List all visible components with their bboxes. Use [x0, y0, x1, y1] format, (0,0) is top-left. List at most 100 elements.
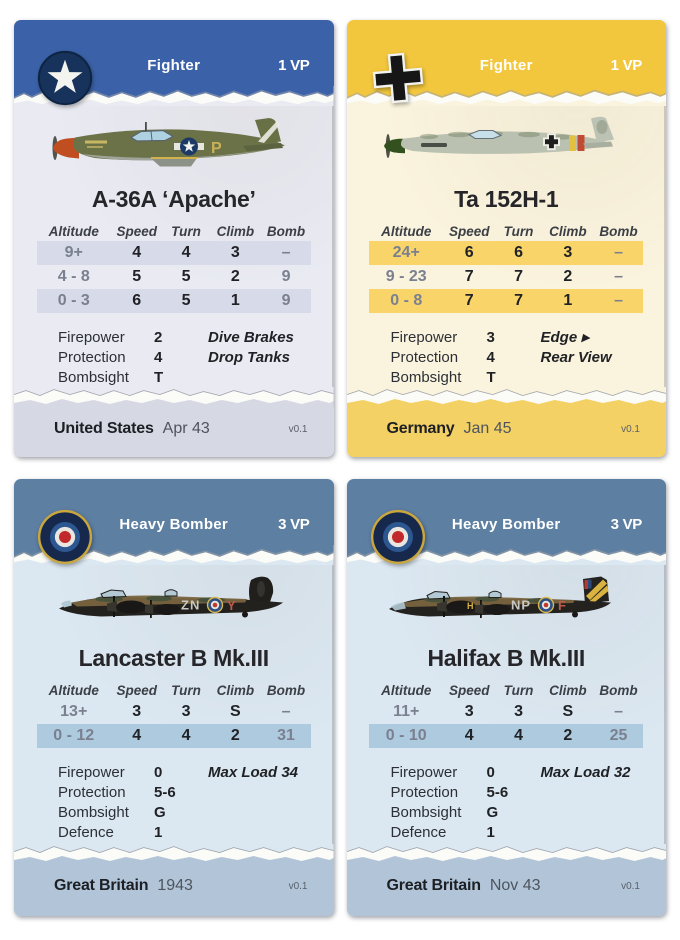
country-label: Great Britain: [54, 877, 149, 894]
unit-type-label: Fighter: [147, 57, 201, 74]
card-footer: United States Apr 43 v0.1: [14, 407, 334, 457]
stat-label: Firepower: [58, 763, 125, 781]
bomb-value: 31: [277, 727, 295, 744]
unit-card-lancaster[interactable]: Heavy Bomber 3 VP: [14, 479, 334, 916]
climb-value: 1: [230, 292, 240, 309]
stats-section: Firepower 0 Protection 5-6 Bombsight G Defe…: [391, 762, 667, 842]
unit-card-ta152[interactable]: Fighter 1 VP: [346, 20, 666, 457]
abilities-list: Max Load 32: [541, 762, 631, 842]
bomb-value: –: [614, 703, 623, 720]
stat-value: 0: [154, 763, 163, 781]
country-label: United States: [54, 420, 154, 437]
table-row: 0 - 3 6 5 1 9: [36, 289, 311, 313]
altitude-value: 0 - 10: [385, 727, 427, 744]
stat-label: Firepower: [390, 763, 458, 781]
table-row: 9 - 23 7 7 2 –: [369, 265, 643, 289]
stat-list: Firepower 0 Protection 5-6 Bombsight G Defe…: [58, 762, 208, 842]
bomb-value: –: [614, 292, 623, 309]
unit-card-halifax[interactable]: Heavy Bomber 3 VP: [346, 479, 667, 916]
col-header-climb: Climb: [549, 223, 587, 239]
stat-label: Bombsight: [390, 803, 462, 821]
card-header: Fighter 1 VP: [14, 20, 334, 106]
date-label: 1943: [157, 877, 193, 894]
svg-text:P: P: [211, 140, 222, 157]
climb-value: 2: [230, 727, 240, 744]
climb-value: S: [562, 703, 574, 720]
table-row: 24+ 6 6 3 –: [369, 241, 644, 265]
stat-list: Firepower 3 Protection 4 Bombsight T: [391, 327, 541, 387]
stat-value: 5-6: [486, 783, 509, 801]
col-header-altitude: Altitude: [48, 223, 99, 239]
stat-value: G: [154, 803, 166, 821]
stat-list: Firepower 2 Protection 4 Bombsight T: [58, 327, 208, 387]
stat-value: 2: [154, 328, 163, 346]
stat-value: 4: [154, 348, 163, 366]
climb-value: 1: [563, 292, 573, 309]
version-label: v0.1: [288, 423, 308, 435]
stat-label: Defence: [390, 823, 447, 841]
bomb-value: –: [281, 703, 291, 720]
stat-protection: Protection 4: [58, 347, 208, 367]
stat-label: Protection: [58, 783, 126, 801]
altitude-value: 9 - 23: [385, 268, 427, 285]
stat-bombsight: Bombsight G: [391, 802, 541, 822]
date-label: Apr 43: [162, 420, 210, 437]
stat-firepower: Firepower 0: [58, 762, 208, 782]
card-footer: Great Britain 1943 v0.1: [14, 864, 334, 916]
col-header-speed: Speed: [116, 223, 157, 239]
stats-section: Firepower 0 Protection 5-6 Bombsight G Defe…: [58, 762, 334, 842]
country-label: Great Britain: [386, 877, 482, 894]
col-header-speed: Speed: [448, 223, 490, 239]
speed-value: 3: [132, 703, 142, 720]
torn-paper-edge-top: [346, 86, 666, 106]
stat-value: 0: [486, 763, 495, 781]
torn-paper-edge-top: [14, 86, 334, 106]
climb-value: 3: [563, 244, 573, 261]
stat-bombsight: Bombsight T: [391, 367, 541, 387]
stat-defence: Defence 1: [58, 822, 208, 842]
altitude-value: 9+: [64, 244, 83, 261]
stat-label: Bombsight: [390, 368, 462, 386]
stat-label: Protection: [58, 348, 126, 366]
stat-label: Bombsight: [58, 368, 129, 386]
svg-text:H: H: [467, 601, 474, 611]
speed-value: 4: [132, 727, 142, 744]
ability-label: Max Load 32: [540, 763, 631, 781]
stat-value: 5-6: [154, 783, 176, 801]
bomb-value: 25: [609, 727, 628, 744]
victory-points-label: 3 VP: [610, 516, 643, 533]
abilities-list: Dive Brakes Drop Tanks: [208, 327, 294, 387]
turn-value: 7: [514, 292, 523, 309]
table-header-row: Altitude Speed Turn Climb Bomb: [369, 221, 643, 241]
unit-card-a36a[interactable]: Fighter 1 VP: [14, 20, 334, 457]
performance-table: Altitude Speed Turn Climb Bomb 13+ 3 3 S…: [36, 680, 311, 748]
ability-label: Drop Tanks: [208, 348, 290, 366]
climb-value: 3: [230, 244, 240, 261]
german-balkenkreuz-icon: [369, 49, 427, 107]
card-footer: Germany Jan 45 v0.1: [346, 407, 666, 457]
bomb-value: 9: [281, 292, 291, 309]
climb-value: 2: [230, 268, 240, 285]
aircraft-illustration-halifax: H NP F: [347, 569, 667, 639]
col-header-bomb: Bomb: [599, 223, 638, 239]
bomb-value: 9: [281, 268, 291, 285]
altitude-value: 0 - 8: [390, 292, 423, 309]
col-header-climb: Climb: [216, 223, 255, 239]
climb-value: 2: [563, 727, 573, 744]
version-label: v0.1: [621, 880, 640, 892]
col-header-climb: Climb: [216, 682, 255, 698]
aircraft-name: Lancaster B Mk.III: [78, 645, 269, 671]
col-header-altitude: Altitude: [48, 682, 99, 698]
svg-text:NP: NP: [511, 598, 531, 613]
table-row: 13+ 3 3 S –: [37, 700, 311, 724]
aircraft-illustration-a36a: P: [14, 110, 334, 180]
table-header-row: Altitude Speed Turn Climb Bomb: [369, 680, 643, 700]
performance-table: Altitude Speed Turn Climb Bomb 9+ 4 4 3 …: [36, 221, 311, 313]
table-header-row: Altitude Speed Turn Climb Bomb: [37, 680, 311, 700]
card-footer: Great Britain Nov 43 v0.1: [346, 864, 666, 916]
stat-value: T: [486, 368, 496, 386]
stat-label: Defence: [58, 823, 114, 841]
climb-value: 2: [563, 268, 573, 285]
unit-type-label: Fighter: [479, 57, 533, 74]
